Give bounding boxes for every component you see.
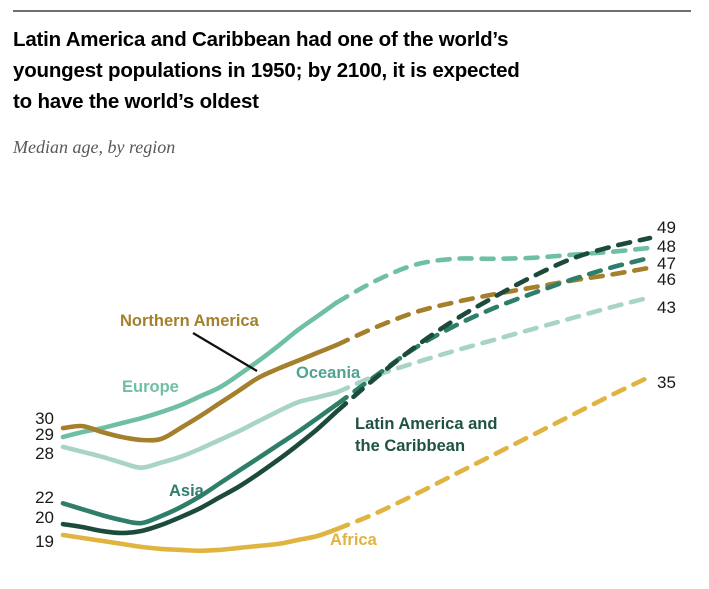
europe-start-value: 29 bbox=[35, 425, 54, 444]
chart-subtitle: Median age, by region bbox=[13, 137, 176, 157]
europe-line-solid bbox=[60, 300, 340, 440]
latin-america-and-the-caribbean-line-projected bbox=[334, 235, 653, 414]
africa-label: Africa bbox=[330, 531, 378, 549]
oceania-line-solid bbox=[60, 390, 340, 470]
top-rule bbox=[13, 10, 691, 12]
africa-end-value: 35 bbox=[657, 373, 676, 392]
asia-label: Asia bbox=[169, 482, 205, 500]
northern-america-label: Northern America bbox=[120, 312, 260, 330]
oceania-line-projected bbox=[334, 295, 653, 395]
europe-end-value: 48 bbox=[657, 237, 676, 256]
northern-america-leader-line bbox=[192, 332, 258, 372]
asia-start-value: 22 bbox=[35, 488, 54, 507]
northern-america-end-value: 46 bbox=[657, 270, 676, 289]
page-title: Latin America and Caribbean had one of t… bbox=[13, 24, 520, 117]
northern-america-line-solid bbox=[60, 342, 340, 443]
latin-america-and-the-caribbean-label: Latin America and the Caribbean bbox=[355, 415, 497, 455]
oceania-label: Oceania bbox=[296, 364, 361, 382]
europe-line-projected bbox=[334, 245, 653, 305]
latin-america-and-the-caribbean-line-solid bbox=[60, 409, 340, 536]
africa-line-projected bbox=[334, 374, 653, 532]
latin-america-and-the-caribbean-end-value: 49 bbox=[657, 218, 676, 237]
asia-end-value: 47 bbox=[657, 254, 676, 273]
northern-america-start-value: 30 bbox=[35, 409, 54, 428]
asia-line-solid bbox=[60, 402, 340, 526]
latin-america-and-the-caribbean-start-value: 20 bbox=[35, 508, 54, 527]
europe-label: Europe bbox=[122, 378, 179, 396]
oceania-start-value: 28 bbox=[35, 444, 54, 463]
title-line-2: youngest populations in 1950; by 2100, i… bbox=[13, 59, 520, 82]
africa-line-solid bbox=[60, 526, 340, 554]
asia-line-projected bbox=[334, 255, 653, 407]
title-line-3: to have the world’s oldest bbox=[13, 90, 259, 113]
northern-america-line-projected bbox=[334, 265, 653, 348]
oceania-end-value: 43 bbox=[657, 298, 676, 317]
title-line-1: Latin America and Caribbean had one of t… bbox=[13, 28, 509, 51]
africa-start-value: 19 bbox=[35, 532, 54, 551]
